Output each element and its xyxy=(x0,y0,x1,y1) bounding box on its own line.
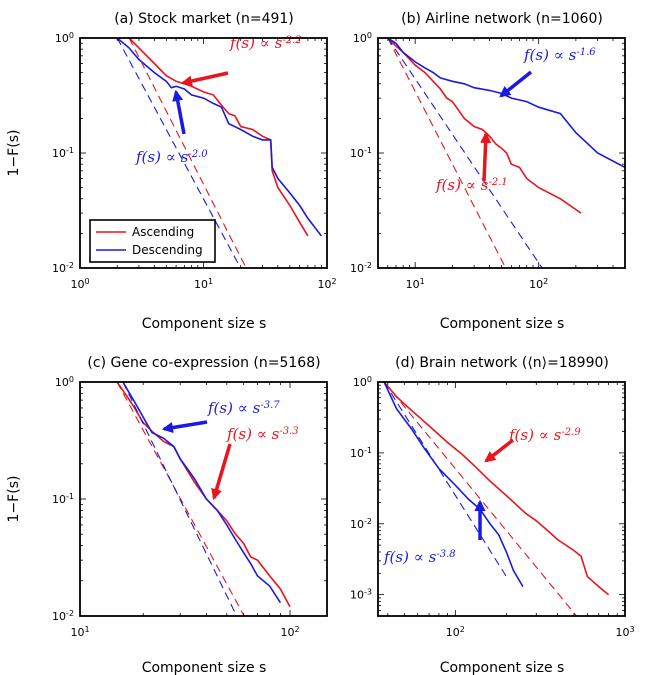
panel-c-title: (c) Gene co-expression (n=5168) xyxy=(87,355,320,371)
panel-c-series xyxy=(116,382,291,616)
panel-a-title: (a) Stock market (n=491) xyxy=(114,11,294,27)
legend-ascending-label: Ascending xyxy=(132,225,194,239)
panel-a-plot: 100 101 102 100 10-1 10-2 f(s) ∝ s-2.2 f(s) ∝ s… xyxy=(52,31,337,292)
x-tick-label: 101 xyxy=(194,277,213,292)
panel-a-series xyxy=(116,38,322,268)
panel-c-descending-line xyxy=(122,382,282,604)
x-tick-label: 103 xyxy=(615,625,634,640)
panel-d-fit-ascending-line xyxy=(383,382,578,616)
y-tick-label: 10-2 xyxy=(350,261,372,276)
y-tick-label: 100 xyxy=(55,31,74,46)
panel-b-fit-descending-line xyxy=(387,38,543,268)
panel-c: (c) Gene co-expression (n=5168) 101 10210… xyxy=(52,355,328,675)
panel-b-plot: 101 102 100 10-1 10-2 f(s) ∝ s-1.6 f(s) ∝ s-2.… xyxy=(350,31,626,292)
panel-a: (a) Stock market (n=491) 100 101 10210010-… xyxy=(52,11,337,332)
y-tick-label: 10-1 xyxy=(52,146,74,161)
panel-c-blue-arrow xyxy=(161,420,208,434)
y-tick-label: 10-1 xyxy=(52,492,74,507)
y-tick-label: 10-2 xyxy=(52,261,74,276)
legend-descending-label: Descending xyxy=(132,243,203,257)
panel-b-ascending-line xyxy=(387,38,582,214)
y-tick-label: 10-2 xyxy=(350,516,372,531)
x-tick-label: 101 xyxy=(406,277,425,292)
panel-c-fit-descending-line xyxy=(122,382,238,616)
panel-b-descending-line xyxy=(387,38,625,169)
panel-d-series xyxy=(383,382,610,616)
x-tick-label: 102 xyxy=(446,625,465,640)
panel-b-annotation: f(s) ∝ s-1.6 xyxy=(523,46,596,64)
panel-c-annotation: f(s) ∝ s-3.7 xyxy=(207,399,280,417)
panel-d: (d) Brain network (⟨n⟩=18990) 102 1031001… xyxy=(350,355,635,675)
panel-b-red-arrow xyxy=(480,131,492,182)
panel-a-annotation: f(s) ∝ s-2.2 xyxy=(229,34,302,52)
panel-d-title: (d) Brain network (⟨n⟩=18990) xyxy=(395,355,609,371)
legend: Ascending Descending xyxy=(89,219,216,263)
panel-c-xlabel: Component size s xyxy=(142,660,267,675)
y-axis-label-bottom: 1−F(s) xyxy=(6,476,22,523)
panel-b-fit-ascending-line xyxy=(387,38,507,268)
panel-a-red-arrow xyxy=(180,71,229,87)
y-tick-label: 10-2 xyxy=(52,609,74,624)
panel-b-xlabel: Component size s xyxy=(440,316,565,332)
panel-a-blue-arrow xyxy=(172,89,186,135)
panel-d-annotation: f(s) ∝ s-2.9 xyxy=(508,426,581,444)
panel-b-series xyxy=(387,38,625,268)
panel-c-annotation: f(s) ∝ s-3.3 xyxy=(226,425,299,443)
panel-d-plot: 102 103 100 10-1 10-2 10-3 f(s) ∝ s-2.9 f(s) ∝ … xyxy=(350,375,635,640)
panel-d-annotation: f(s) ∝ s-3.8 xyxy=(383,548,456,566)
x-tick-label: 102 xyxy=(280,625,299,640)
panel-c-plot: 101 102 100 10-1 10-2 f(s) ∝ s-3.7 f(s) ∝ s-3.… xyxy=(52,375,327,640)
y-tick-label: 100 xyxy=(353,31,372,46)
x-tick-label: 100 xyxy=(70,277,89,292)
y-tick-label: 10-3 xyxy=(350,587,372,602)
y-axis-label-top: 1−F(s) xyxy=(6,130,22,177)
panel-c-red-arrow xyxy=(211,443,232,501)
panel-c-frame xyxy=(79,381,328,617)
panel-a-frame xyxy=(79,37,328,269)
x-tick-label: 101 xyxy=(70,625,89,640)
y-tick-label: 100 xyxy=(55,375,74,390)
panel-b-annotation: f(s) ∝ s-2.1 xyxy=(435,176,508,194)
legend-box xyxy=(89,219,216,263)
panel-d-descending-line xyxy=(383,382,524,588)
y-tick-label: 10-1 xyxy=(350,146,372,161)
x-tick-label: 102 xyxy=(529,277,548,292)
panel-a-annotation: f(s) ∝ s-2.0 xyxy=(135,148,208,166)
y-tick-label: 10-1 xyxy=(350,445,372,460)
x-tick-label: 102 xyxy=(317,277,336,292)
panel-d-red-arrow xyxy=(484,438,515,463)
panel-b: (b) Airline network (n=1060) 101 10210010… xyxy=(350,11,626,332)
y-tick-label: 100 xyxy=(353,375,372,390)
panel-b-frame xyxy=(377,37,626,269)
panel-a-xlabel: Component size s xyxy=(142,316,267,332)
panel-a-ascending-line xyxy=(128,38,309,237)
panel-d-xlabel: Component size s xyxy=(440,660,565,675)
panel-d-frame xyxy=(377,381,626,617)
panel-a-descending-line xyxy=(116,38,322,237)
panel-a-fit-ascending-line xyxy=(128,38,247,268)
panel-b-title: (b) Airline network (n=1060) xyxy=(401,11,603,27)
panel-b-blue-arrow xyxy=(499,70,533,98)
panel-d-ascending-line xyxy=(383,382,610,596)
